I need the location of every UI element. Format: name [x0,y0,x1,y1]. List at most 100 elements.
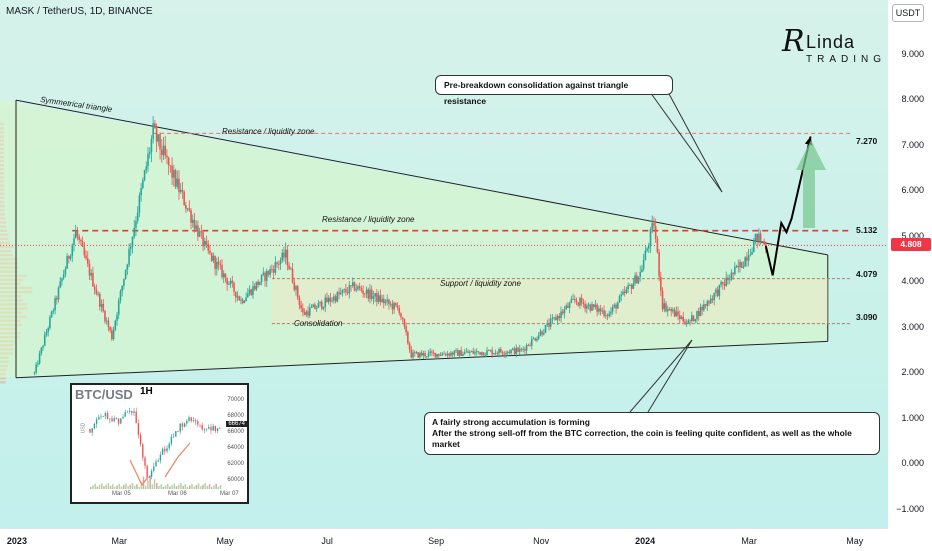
candle-body [37,363,39,365]
candle-body [262,272,265,275]
candle-body [78,236,80,240]
inset-volume-bar [127,486,129,489]
candle-body [83,246,86,256]
inset-y-tick-label: 62000 [227,461,244,467]
inset-candle-body [126,411,129,413]
candle-body [38,353,41,364]
y-tick-label: 8.000 [901,94,924,105]
candle-body [66,256,68,269]
chart-title: MASK / TetherUS, 1D, BINANCE [6,6,153,17]
candle-body [152,123,154,139]
inset-candle-body [212,426,214,431]
candle-body [119,291,122,301]
candle-body [71,244,74,257]
candle-body [217,261,220,265]
candle-body [393,302,395,310]
candle-body [610,311,612,314]
candle-body [539,331,542,336]
candle-body [112,329,115,340]
candle-body [577,302,580,306]
candle-body [248,289,251,294]
candle-body [491,350,493,355]
inset-volume-bar [167,483,169,489]
inset-candle-body [111,418,113,422]
candle-body [632,283,635,289]
candle-body [45,332,48,336]
candle-body [759,233,762,242]
candle-body [617,302,619,309]
candle-body [391,303,394,310]
triangle-fill [0,100,828,378]
x-axis[interactable] [0,528,888,551]
inset-volume-bar [158,485,160,489]
candle-body [169,165,172,167]
candle-body [587,304,590,306]
candle-body [682,316,685,322]
volume-profile-bar [0,381,6,384]
candle-body [88,263,91,276]
inset-volume-bar [92,485,94,489]
candle-body [157,134,160,142]
y-axis[interactable] [888,0,932,550]
candle-body [498,349,500,354]
candle-body [291,268,294,283]
candle-body [224,273,227,279]
candle-body [195,225,197,230]
inset-side-label: USD [80,422,87,434]
candle-body [229,280,232,284]
candle-body [725,277,728,286]
candle-body [603,310,605,316]
candle-body [388,299,390,305]
candle-body [525,345,528,351]
inset-candle-body [208,427,210,429]
candle-body [403,318,406,327]
candle-body [713,292,715,301]
inset-candle-body [144,457,146,466]
candle-body [548,322,550,327]
inset-volume-bar [200,486,202,489]
inset-candle-body [188,417,190,422]
candle-body [641,269,643,273]
candle-body [599,308,602,312]
candle-body [384,301,387,304]
candle-body [353,282,356,291]
currency-button[interactable]: USDT [892,4,924,22]
inset-volume-bar [120,486,123,489]
candle-body [259,281,261,285]
candle-body [307,311,309,316]
inset-volume-bar [162,487,165,489]
candle-body [95,289,98,294]
projection-path [764,136,812,276]
inset-volume-bar [138,487,140,489]
logo-name: Linda [806,32,856,52]
candle-body [350,285,352,287]
candle-body [99,293,101,307]
candle-body [752,240,755,253]
candle-body [321,301,323,309]
candle-body [737,265,740,268]
candle-body [446,353,449,356]
inset-candle-body [148,476,151,478]
inset-candle-body [159,454,162,461]
candle-body [140,188,142,196]
candle-body [568,302,571,308]
candle-body [482,352,485,356]
candle-body [247,293,249,298]
forecast-arrow [796,140,826,228]
inset-candle-body [128,410,131,412]
inset-candle-body [164,448,166,452]
candle-body [506,351,509,353]
candle-body [551,317,554,320]
candle-body [758,233,760,241]
y-tick-label: 3.000 [901,321,924,332]
x-tick-label: Mar [741,536,757,546]
candle-body [179,189,182,193]
inset-volume-bar [140,481,143,489]
candle-body [150,138,153,152]
inset-candle-body [168,443,170,449]
candle-body [360,288,363,291]
candle-body [450,352,452,356]
candle-body [520,348,523,350]
inset-volume-bar [160,484,162,489]
